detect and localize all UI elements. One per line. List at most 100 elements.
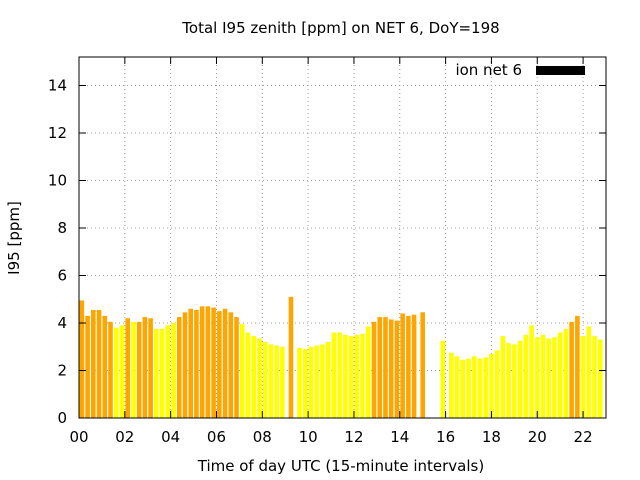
y-tick-label: 14 [48,77,67,95]
bar [460,359,466,418]
bar [420,312,425,418]
bar [274,345,279,418]
x-tick-label: 20 [528,428,547,446]
bar [280,346,285,418]
bar [251,336,257,418]
x-tick-label: 00 [69,428,88,446]
bar [466,358,471,418]
bar [406,315,411,418]
plot-frame [78,56,607,419]
x-tick-label: 12 [344,428,363,446]
bar [597,339,603,418]
bar [546,338,552,418]
bar [199,306,205,418]
bar [569,321,574,418]
bar [245,332,251,418]
y-tick-label: 8 [57,219,67,237]
bar [563,328,569,418]
bar [257,338,262,418]
chart-title: Total I95 zenith [ppm] on NET 6, DoY=198 [181,19,499,37]
bar [182,312,188,418]
bar [377,317,383,418]
bar [188,308,193,418]
bar [165,325,171,418]
bar [552,337,557,418]
bar [79,300,85,418]
bar [96,309,102,418]
bar [512,344,517,418]
bar [325,342,331,418]
y-tick-label: 10 [48,172,67,190]
bar [575,315,580,418]
x-tick-label: 08 [253,428,272,446]
y-tick-label: 0 [57,409,67,427]
x-tick-label: 16 [436,428,455,446]
y-tick-label: 6 [57,267,67,285]
bar [360,333,365,418]
bar [477,358,483,418]
x-tick-label: 06 [207,428,226,446]
bar [234,317,239,418]
bar [194,309,199,418]
bar [449,352,454,418]
bar [148,318,153,418]
bar [471,356,477,418]
x-tick-label: 22 [574,428,593,446]
bar [217,311,222,418]
bar [394,320,400,418]
bar [337,332,342,418]
bar [483,357,488,418]
bar [383,317,388,418]
bar [142,317,148,418]
bar [268,344,274,418]
y-axis-label: I95 [ppm] [5,201,23,275]
bar [211,307,216,418]
bar [400,313,405,418]
bar [586,326,592,418]
bar [297,347,302,418]
bar [540,334,546,418]
bar [371,321,377,418]
bar [517,340,523,418]
bar [228,312,234,418]
bar [125,318,130,418]
bar [119,325,125,418]
bar [108,321,113,418]
bar [171,323,176,418]
bar [85,315,90,418]
bar [262,342,268,418]
bar [176,317,182,418]
bar [131,321,136,418]
bar [205,306,211,418]
bars [79,296,603,418]
x-tick-label: 14 [390,428,409,446]
bar [331,332,337,418]
y-tick-label: 4 [57,314,67,332]
x-tick-label: 04 [161,428,180,446]
bar [580,336,586,418]
bar [154,328,159,418]
bar [411,314,417,418]
bar [529,325,534,418]
bar [113,327,119,418]
bar [365,326,371,418]
bar [494,350,500,418]
bar [343,334,348,418]
bar [534,337,540,418]
bar [592,336,597,418]
bar [489,353,494,418]
bar [440,340,446,418]
bar [159,328,165,418]
bar [91,309,96,418]
bar [136,321,142,418]
bar [354,334,360,418]
bar [102,315,108,418]
bar [222,308,228,418]
bar [320,344,325,418]
bar [288,296,294,418]
bar [500,336,506,418]
bar [454,356,460,418]
bar [302,349,308,418]
